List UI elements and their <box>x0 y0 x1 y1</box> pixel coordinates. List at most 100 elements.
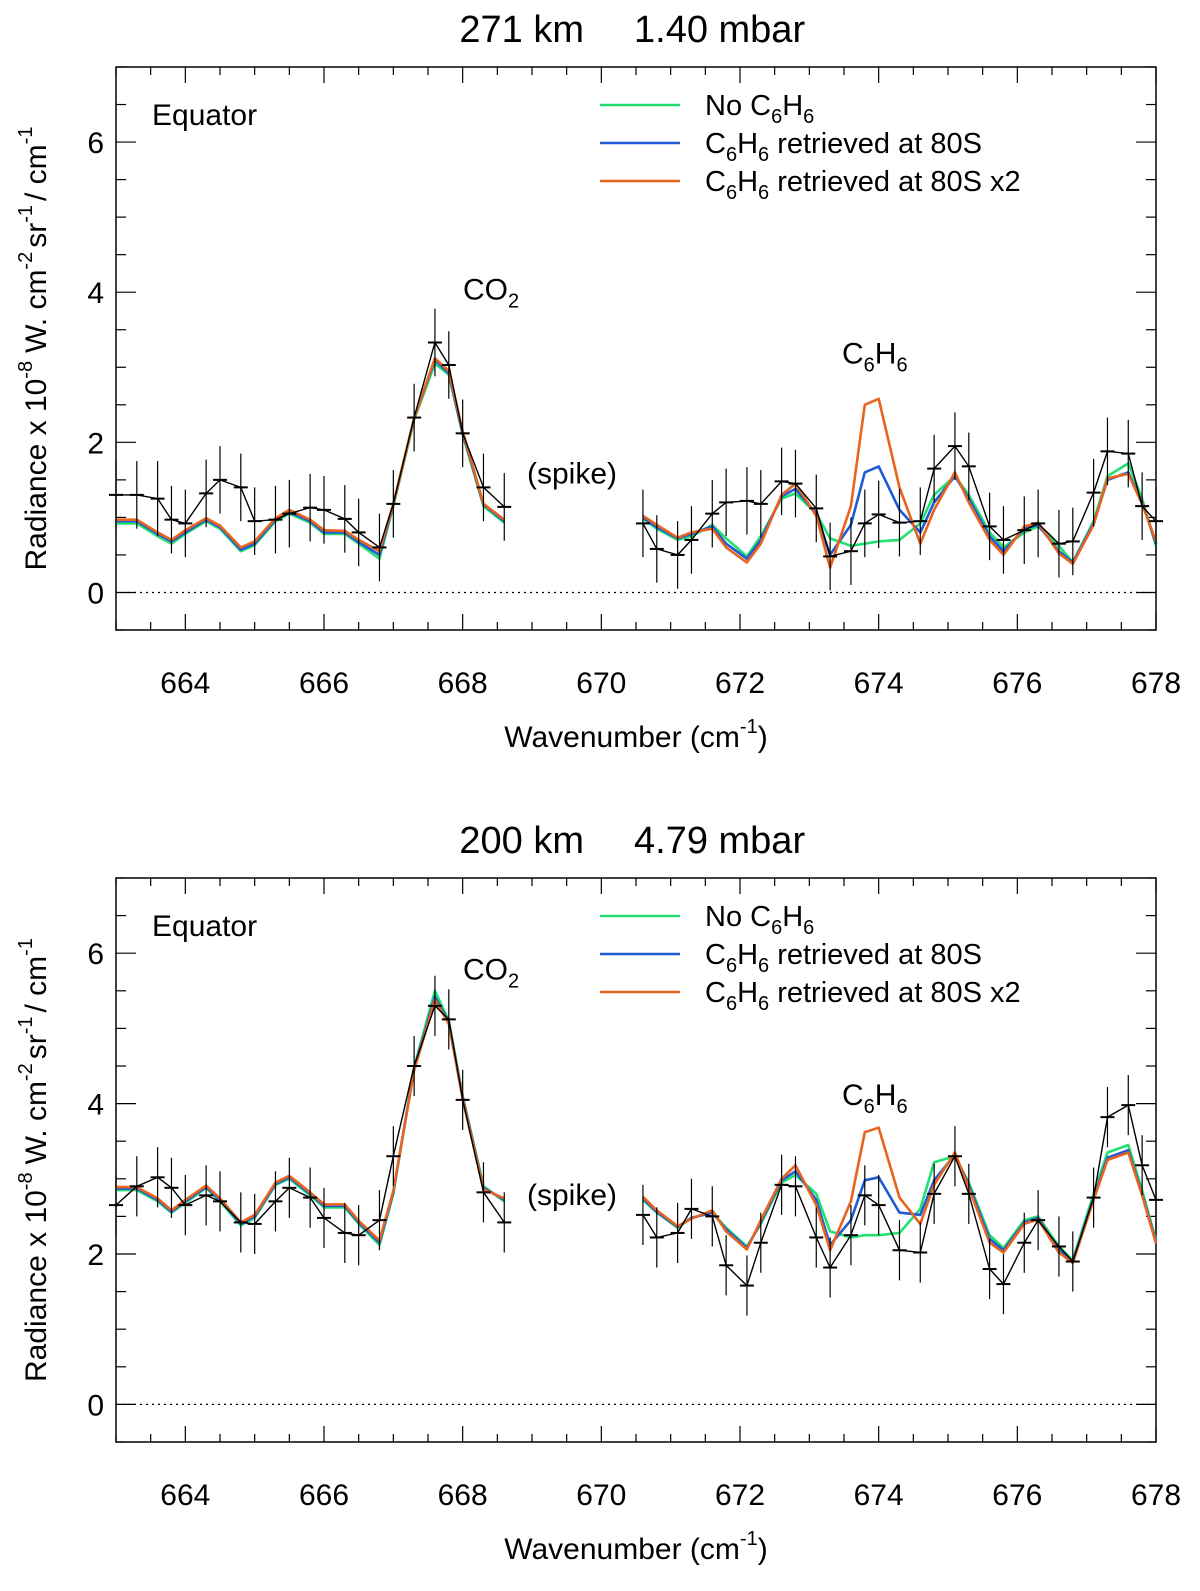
text-part: 6 <box>758 993 769 1015</box>
x-tick-label: 666 <box>299 1479 349 1512</box>
text-part: 6 <box>896 355 907 377</box>
text-part: -8 <box>15 361 37 379</box>
text-part: H <box>737 977 758 1009</box>
text-part: 6 <box>803 917 814 939</box>
x-tick-label: 676 <box>992 667 1042 700</box>
text-part: 6 <box>896 1096 907 1118</box>
text-part: H <box>875 1079 897 1112</box>
text-part: W. cm <box>20 270 53 353</box>
legend-label: C6H6 retrieved at 80S <box>705 128 982 166</box>
text-part: retrieved at 80S x2 <box>769 977 1020 1009</box>
text-part: Wavenumber (cm <box>504 1533 740 1566</box>
y-tick-label: 0 <box>87 1389 104 1422</box>
text-part: 6 <box>758 955 769 977</box>
x-axis-label: Wavenumber (cm-1) <box>504 1528 767 1566</box>
y-tick-label: 4 <box>87 277 104 310</box>
y-tick-label: 6 <box>87 127 104 160</box>
x-tick-label: 672 <box>715 667 765 700</box>
legend-label: C6H6 retrieved at 80S x2 <box>705 166 1021 204</box>
x-tick-label: 670 <box>576 1479 626 1512</box>
text-part: sr <box>20 1034 53 1059</box>
text-part: H <box>737 939 758 971</box>
text-part: H <box>737 128 758 160</box>
text-part: 6 <box>864 355 875 377</box>
text-part: -8 <box>15 1172 37 1190</box>
text-part: C <box>750 901 771 933</box>
spike-annotation: (spike) <box>527 1179 617 1212</box>
y-tick-label: 2 <box>87 427 104 460</box>
y-axis-label: Radiance x 10-8W. cm-2sr-1/ cm-1 <box>15 127 53 571</box>
legend-label: No C6H6 <box>705 90 814 128</box>
legend-label: C6H6 retrieved at 80S x2 <box>705 977 1021 1015</box>
text-part: 6 <box>726 955 737 977</box>
x-tick-label: 666 <box>299 667 349 700</box>
region-label: Equator <box>152 99 257 132</box>
text-part: sr <box>20 223 53 248</box>
x-tick-label: 678 <box>1131 667 1181 700</box>
x-axis-label: Wavenumber (cm-1) <box>504 716 767 754</box>
text-part: 6 <box>726 182 737 204</box>
text-part: No <box>705 901 750 933</box>
x-tick-label: 670 <box>576 667 626 700</box>
text-part: ) <box>758 721 768 754</box>
text-part: 2 <box>508 971 519 993</box>
x-tick-label: 674 <box>854 1479 904 1512</box>
spike-annotation: (spike) <box>527 458 617 491</box>
co2-annotation: CO2 <box>463 274 519 313</box>
x-tick-label: 672 <box>715 1479 765 1512</box>
x-tick-label: 678 <box>1131 1479 1181 1512</box>
text-part: / cm <box>20 956 53 1013</box>
text-part: 6 <box>726 144 737 166</box>
chart-title-pressure: 1.40 mbar <box>634 9 805 51</box>
text-part: / cm <box>20 144 53 201</box>
text-part: C <box>750 90 771 122</box>
text-part: -2 <box>15 252 37 270</box>
y-tick-label: 6 <box>87 938 104 971</box>
text-part: 6 <box>771 106 782 128</box>
text-part: H <box>782 901 803 933</box>
c6h6-annotation: C6H6 <box>842 338 908 377</box>
text-part: C <box>705 166 726 198</box>
text-part: H <box>875 338 897 371</box>
text-part: No <box>705 90 750 122</box>
text-part: -1 <box>15 127 37 145</box>
text-part: 6 <box>771 917 782 939</box>
co2-annotation: CO2 <box>463 954 519 993</box>
plot-frame <box>115 877 1157 1443</box>
text-part: -1 <box>15 205 37 223</box>
text-part: CO <box>463 954 508 987</box>
chart-title-altitude: 200 km <box>459 820 584 862</box>
x-tick-label: 664 <box>160 667 210 700</box>
text-part: 6 <box>758 182 769 204</box>
text-part: retrieved at 80S <box>769 128 982 160</box>
text-part: -1 <box>15 938 37 956</box>
text-part: -1 <box>15 1016 37 1034</box>
text-part: W. cm <box>20 1081 53 1164</box>
x-tick-label: 674 <box>854 667 904 700</box>
c6h6-annotation: C6H6 <box>842 1079 908 1118</box>
y-axis-label: Radiance x 10-8W. cm-2sr-1/ cm-1 <box>15 938 53 1382</box>
legend-label: No C6H6 <box>705 901 814 939</box>
text-part: 6 <box>726 993 737 1015</box>
text-part: 6 <box>758 144 769 166</box>
text-part: -1 <box>740 716 758 738</box>
text-part: C <box>842 338 864 371</box>
chart-title-pressure: 4.79 mbar <box>634 820 805 862</box>
text-part: H <box>737 166 758 198</box>
text-part: Radiance x 10 <box>20 1190 53 1382</box>
text-part: H <box>782 90 803 122</box>
x-tick-label: 668 <box>438 667 488 700</box>
text-part: C <box>705 977 726 1009</box>
text-part: Wavenumber (cm <box>504 721 740 754</box>
x-tick-label: 668 <box>438 1479 488 1512</box>
text-part: CO <box>463 274 508 307</box>
text-part: C <box>705 939 726 971</box>
y-tick-label: 4 <box>87 1089 104 1122</box>
text-part: ) <box>758 1533 768 1566</box>
x-tick-label: 676 <box>992 1479 1042 1512</box>
text-part: 2 <box>508 291 519 313</box>
text-part: retrieved at 80S <box>769 939 982 971</box>
